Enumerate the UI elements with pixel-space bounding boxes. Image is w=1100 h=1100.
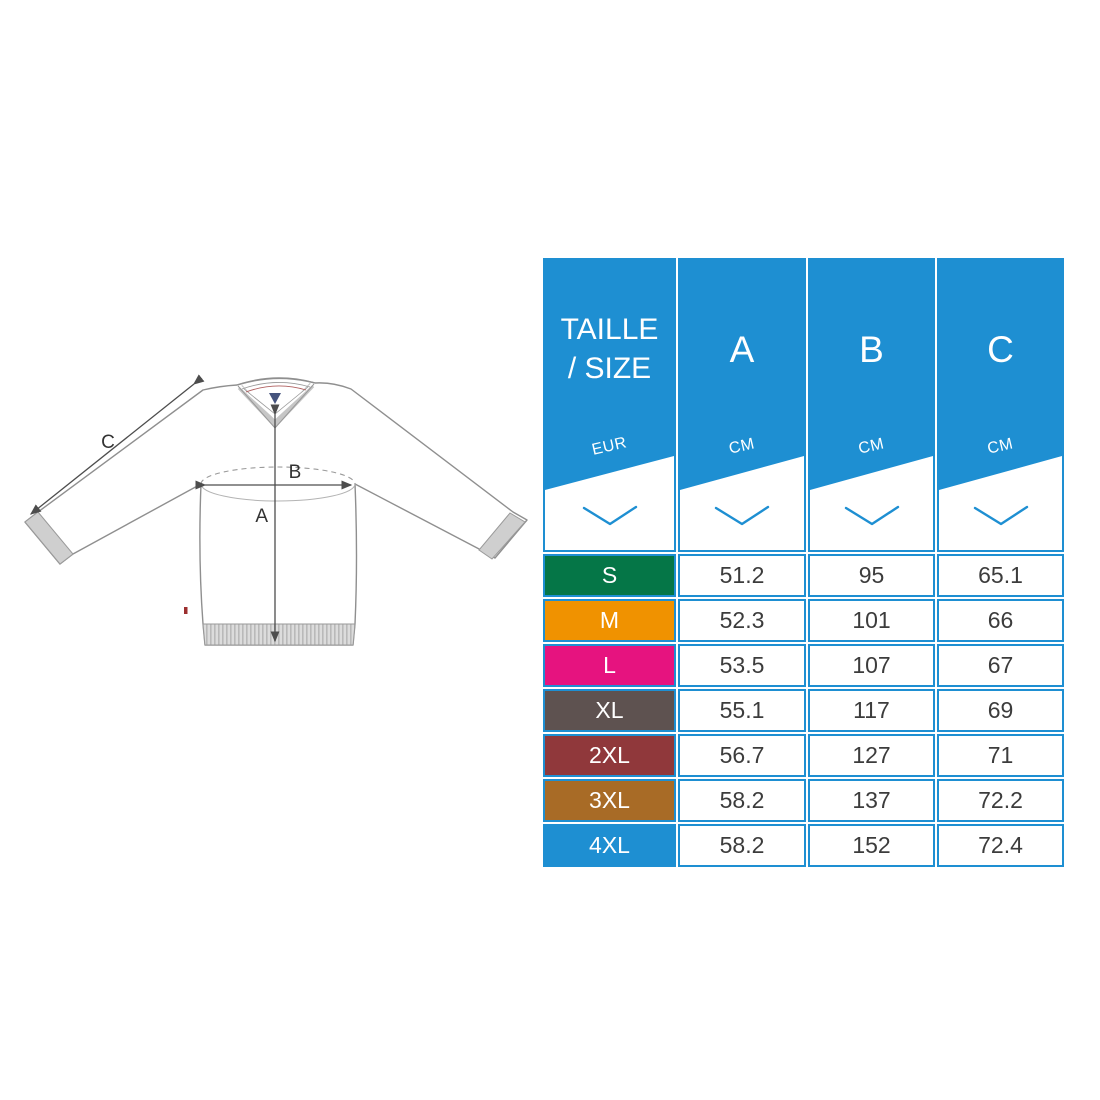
value-l-c: 67 bbox=[937, 644, 1064, 687]
dimension-arrows bbox=[29, 374, 353, 643]
header-blue-wedge bbox=[939, 260, 1062, 490]
size-column-title: TAILLE / SIZE bbox=[560, 313, 659, 385]
collar-logo bbox=[269, 393, 281, 404]
left-cuff bbox=[24, 511, 74, 565]
value-xl-b: 117 bbox=[808, 689, 935, 732]
header-blue-wedge bbox=[810, 260, 933, 490]
value-3xl-c: 72.2 bbox=[937, 779, 1064, 822]
size-badge-l: L bbox=[543, 644, 676, 687]
dimension-label-c: C bbox=[101, 432, 115, 453]
garment-diagram: A B C bbox=[24, 374, 528, 646]
value-l-b: 107 bbox=[808, 644, 935, 687]
header-cell-size: TAILLE / SIZE EUR bbox=[543, 258, 676, 552]
dimension-label-b: B bbox=[289, 462, 302, 483]
size-badge-s: S bbox=[543, 554, 676, 597]
header-cell-a: A CM bbox=[678, 258, 806, 552]
value-4xl-a: 58.2 bbox=[678, 824, 806, 867]
size-badge-3xl: 3XL bbox=[543, 779, 676, 822]
column-title-c: C bbox=[987, 329, 1014, 370]
value-m-b: 101 bbox=[808, 599, 935, 642]
chevron-down-icon[interactable] bbox=[973, 504, 1029, 528]
header-blue-wedge bbox=[680, 260, 804, 490]
size-badge-xl: XL bbox=[543, 689, 676, 732]
size-badge-4xl: 4XL bbox=[543, 824, 676, 867]
column-title-a: A bbox=[729, 329, 755, 370]
value-3xl-a: 58.2 bbox=[678, 779, 806, 822]
header-blue-wedge bbox=[545, 260, 674, 490]
value-4xl-b: 152 bbox=[808, 824, 935, 867]
right-cuff bbox=[478, 512, 526, 560]
header-cell-b: B CM bbox=[808, 258, 935, 552]
column-title-b: B bbox=[859, 329, 884, 370]
header-cell-c: C CM bbox=[937, 258, 1064, 552]
chevron-down-icon[interactable] bbox=[582, 504, 638, 528]
dimension-label-a: A bbox=[255, 506, 268, 527]
hem-rib bbox=[202, 623, 356, 646]
value-4xl-c: 72.4 bbox=[937, 824, 1064, 867]
value-3xl-b: 137 bbox=[808, 779, 935, 822]
value-m-c: 66 bbox=[937, 599, 1064, 642]
value-2xl-b: 127 bbox=[808, 734, 935, 777]
value-xl-a: 55.1 bbox=[678, 689, 806, 732]
value-s-c: 65.1 bbox=[937, 554, 1064, 597]
value-s-b: 95 bbox=[808, 554, 935, 597]
value-l-a: 53.5 bbox=[678, 644, 806, 687]
chevron-down-icon[interactable] bbox=[844, 504, 900, 528]
value-m-a: 52.3 bbox=[678, 599, 806, 642]
size-badge-m: M bbox=[543, 599, 676, 642]
value-s-a: 51.2 bbox=[678, 554, 806, 597]
value-xl-c: 69 bbox=[937, 689, 1064, 732]
value-2xl-c: 71 bbox=[937, 734, 1064, 777]
chevron-down-icon[interactable] bbox=[714, 504, 770, 528]
size-badge-2xl: 2XL bbox=[543, 734, 676, 777]
value-2xl-a: 56.7 bbox=[678, 734, 806, 777]
size-table: TAILLE / SIZE EUR A CM B CM C CM bbox=[543, 258, 1064, 867]
arrow-c bbox=[29, 374, 205, 515]
care-label bbox=[184, 607, 188, 614]
